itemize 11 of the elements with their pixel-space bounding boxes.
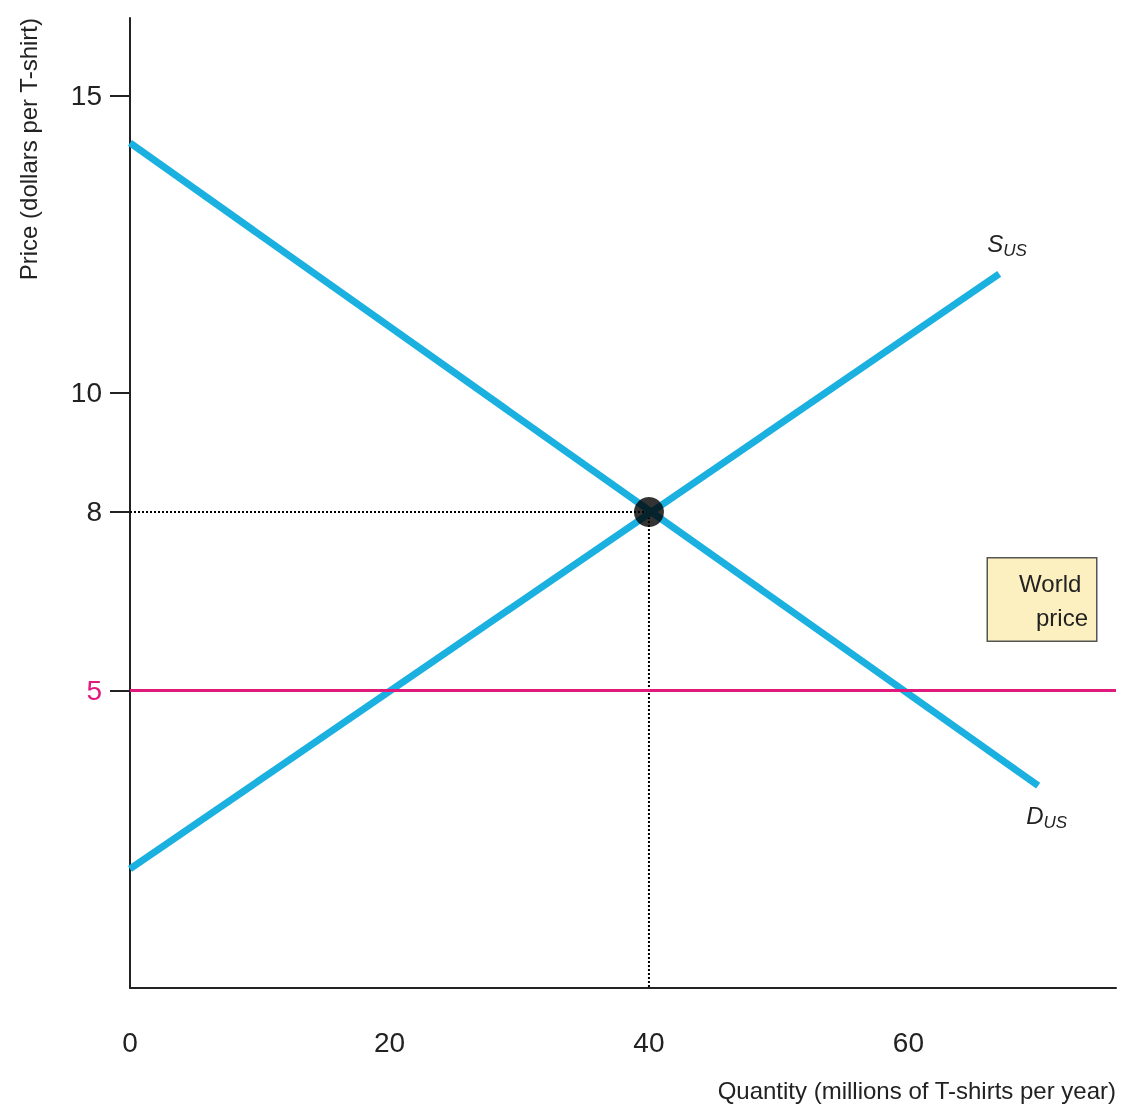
y-axis-title: Price (dollars per T-shirt) bbox=[14, 18, 42, 281]
x-tick-label: 20 bbox=[373, 1026, 406, 1058]
y-tick-label: 5 bbox=[86, 674, 102, 706]
x-tick-label: 40 bbox=[633, 1026, 665, 1058]
x-tick-label: 0 bbox=[122, 1026, 138, 1058]
y-tick-label: 8 bbox=[86, 496, 102, 528]
x-tick-label: 60 bbox=[892, 1026, 924, 1058]
y-tick-label: 10 bbox=[70, 377, 102, 409]
ref-line-label: World price bbox=[1019, 569, 1088, 631]
y-tick-label: 15 bbox=[70, 79, 102, 111]
x-axis-title: Quantity (millions of T-shirts per year) bbox=[717, 1076, 1116, 1104]
